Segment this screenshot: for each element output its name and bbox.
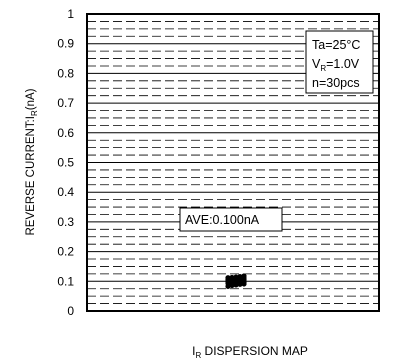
- average-label: AVE:0.100nA: [185, 213, 260, 227]
- plot-frame: [86, 13, 380, 312]
- y-tick-labels: 0 0.1 0.2 0.3 0.4 0.5 0.6 0.7 0.8 0.9 1: [57, 7, 74, 318]
- chart-title: IR DISPERSION MAP: [192, 344, 308, 360]
- y-tick-label: 0.1: [57, 274, 74, 288]
- condition-vr: VR=1.0V: [312, 57, 360, 73]
- y-tick-label: 0.4: [57, 185, 74, 199]
- grid-lines: [87, 21, 379, 304]
- y-tick-label: 0.7: [57, 96, 74, 110]
- data-point: [229, 274, 235, 281]
- y-tick-label: 0.6: [57, 126, 74, 140]
- y-tick-label: 0.8: [57, 66, 74, 80]
- y-tick-label: 0.2: [57, 245, 74, 259]
- y-tick-label: 0.5: [57, 156, 74, 170]
- y-tick-label: 0.9: [57, 37, 74, 51]
- data-point: [241, 273, 247, 279]
- y-tick-label: 0.3: [57, 215, 74, 229]
- condition-ta: Ta=25°C: [312, 38, 360, 52]
- data-point: [237, 273, 243, 280]
- scatter-points: [225, 273, 247, 289]
- condition-n: n=30pcs: [312, 76, 360, 90]
- data-point: [225, 275, 231, 281]
- average-box: AVE:0.100nA: [179, 207, 283, 232]
- y-tick-label: 1: [67, 7, 74, 21]
- conditions-box: Ta=25°C VR=1.0V n=30pcs: [305, 30, 374, 94]
- y-axis-label: REVERSE CURRENT:IR(nA): [25, 88, 39, 235]
- data-point: [233, 274, 239, 280]
- y-tick-label: 0: [67, 304, 74, 318]
